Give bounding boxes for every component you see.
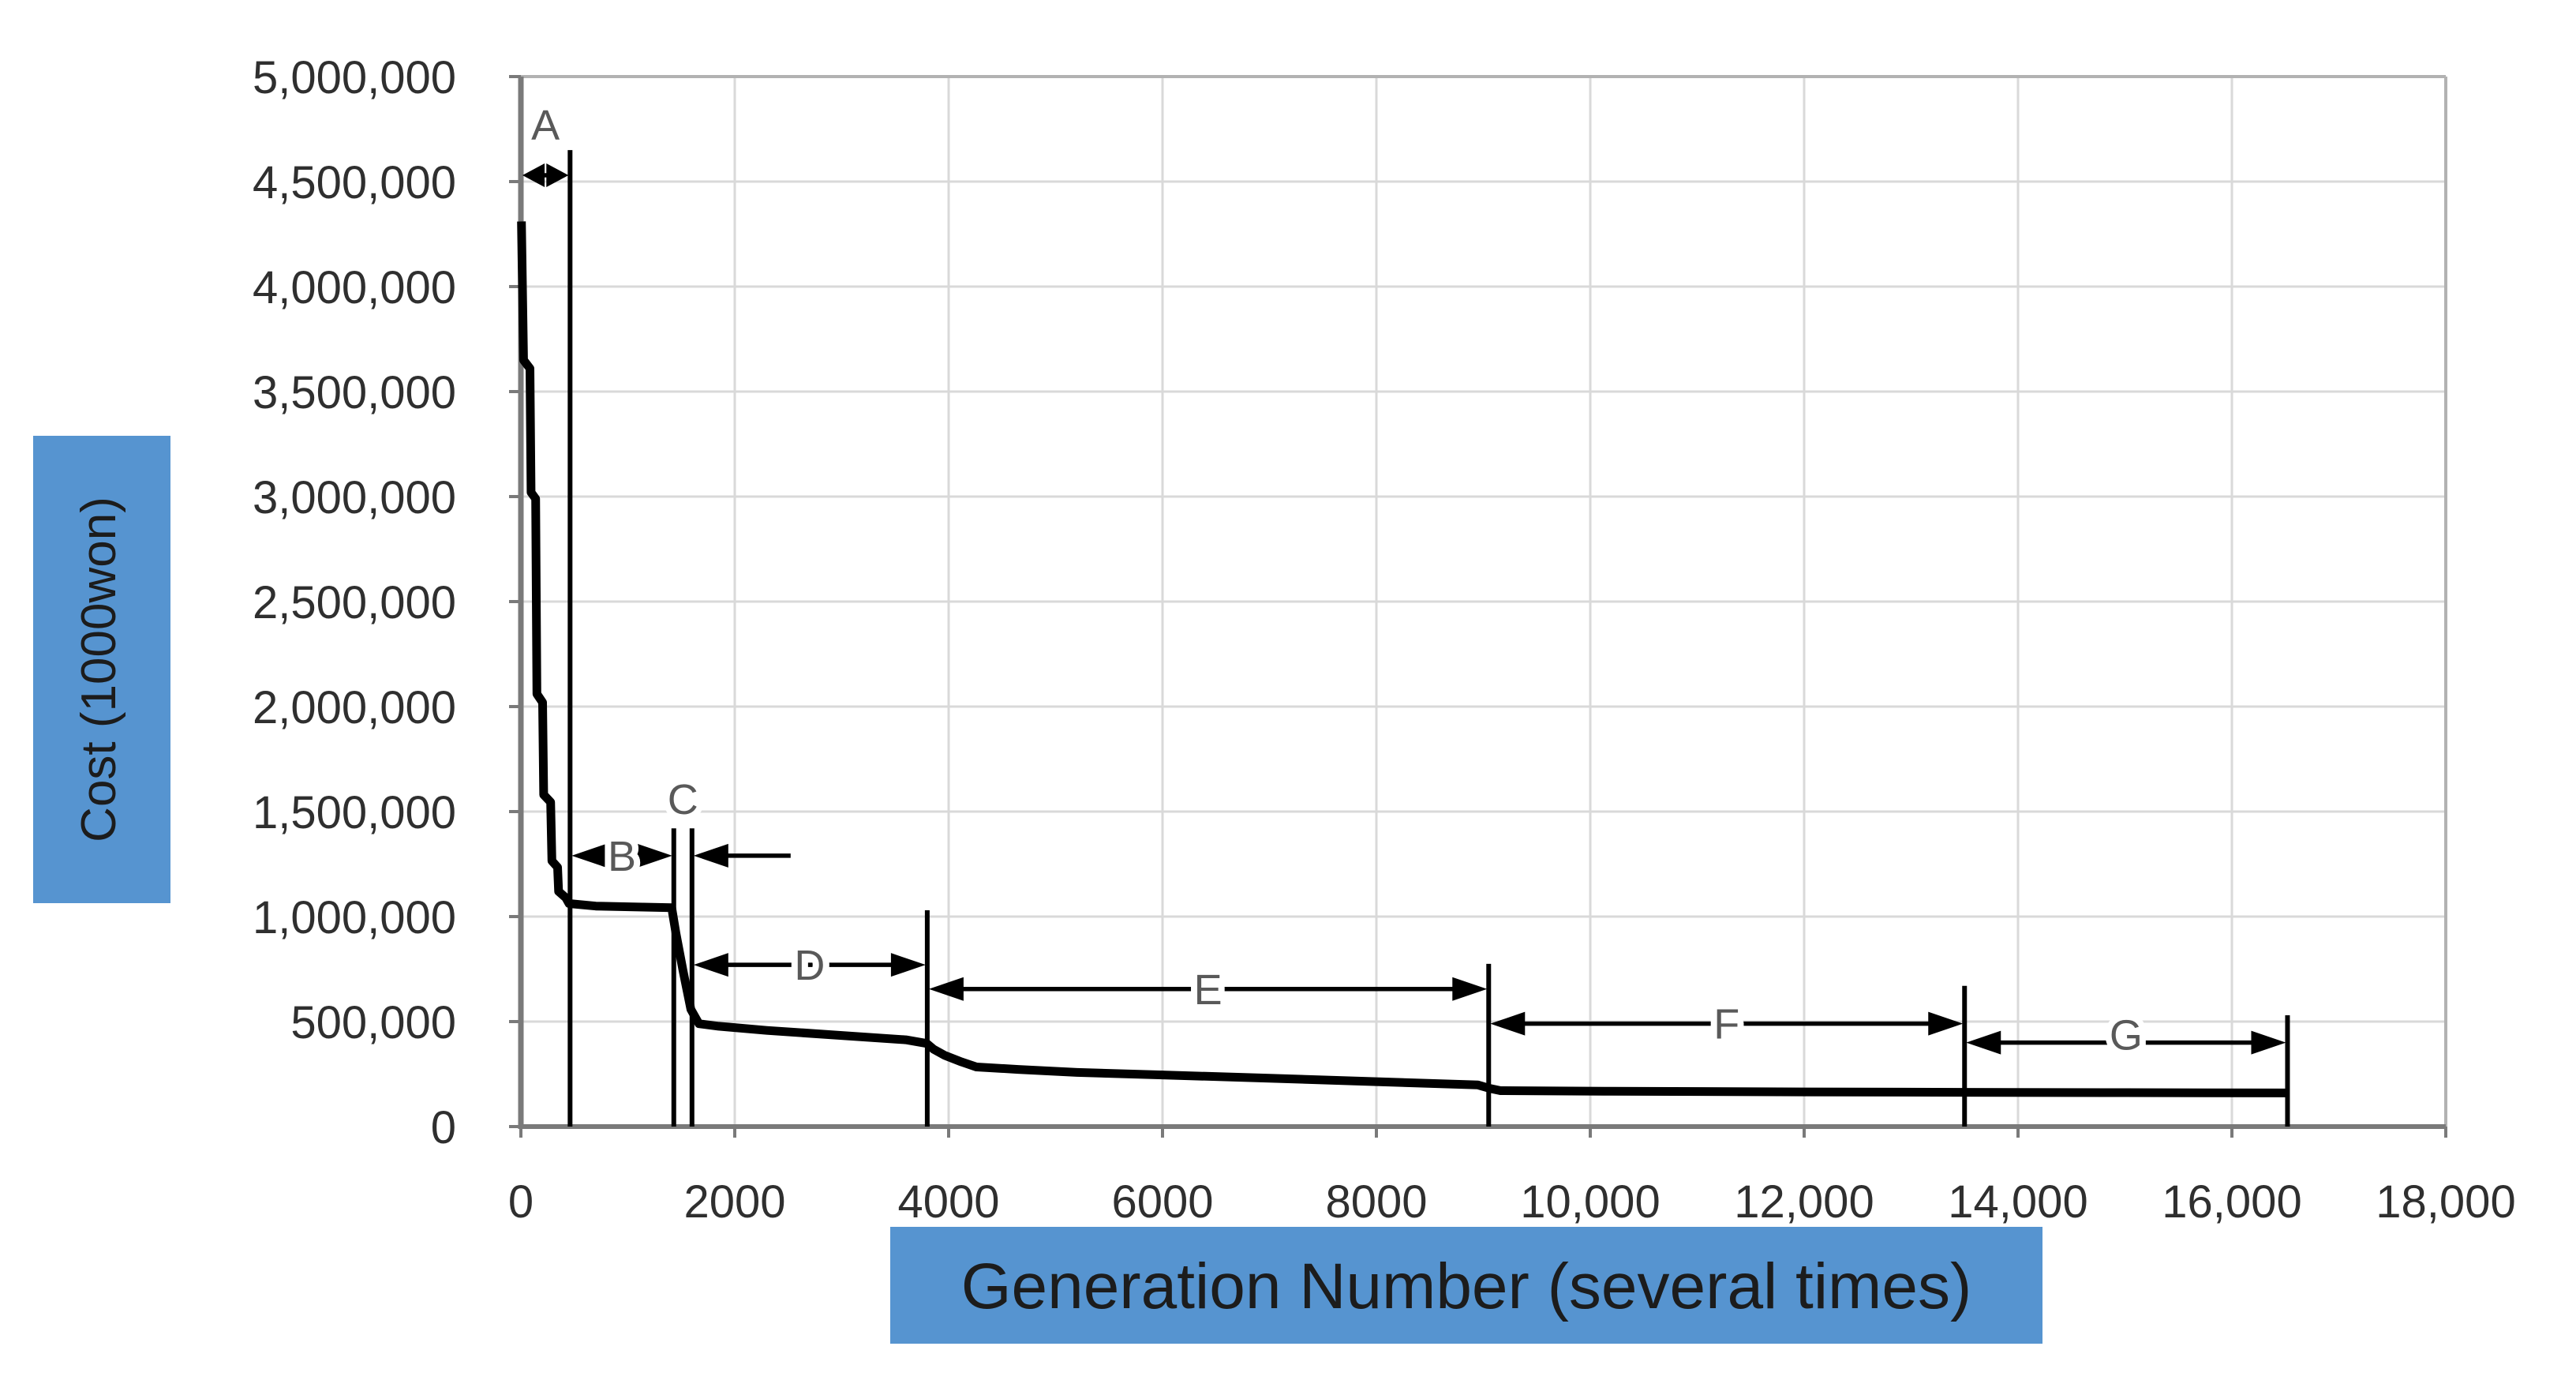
cost-curve	[517, 221, 2288, 1097]
x-tick-label: 18,000	[2376, 1176, 2515, 1228]
arrowhead-icon	[693, 843, 728, 868]
x-tick-label: 10,000	[1520, 1176, 1660, 1228]
region-label-C: C	[668, 776, 698, 823]
arrowhead-icon	[890, 953, 926, 977]
cost-convergence-curve	[517, 221, 2288, 1097]
y-tick-labels: 0 500,000 1,000,000 1,500,000 2,000,000 2,500…	[253, 52, 456, 1153]
arrowhead-icon	[1928, 1011, 1964, 1036]
x-axis-title-text: Generation Number (several times)	[961, 1251, 1972, 1322]
x-tick-label: 8000	[1325, 1176, 1427, 1228]
arrowhead-icon	[546, 163, 569, 188]
arrowhead-icon	[928, 977, 964, 1001]
y-tick-label: 3,500,000	[253, 367, 456, 418]
arrowhead-icon	[693, 953, 728, 977]
axis-tick-marks	[509, 75, 2447, 1138]
y-tick-label: 3,000,000	[253, 472, 456, 523]
arrowhead-icon	[2251, 1030, 2286, 1055]
y-tick-label: 1,000,000	[253, 892, 456, 943]
y-tick-label: 4,500,000	[253, 157, 456, 208]
arrowhead-icon	[522, 163, 545, 188]
region-label-G: G	[2110, 1012, 2143, 1059]
x-tick-label: 16,000	[2162, 1176, 2301, 1228]
y-axis-title-text: Cost (1000won)	[72, 497, 126, 842]
region-arrows	[522, 163, 2286, 1055]
region-label-F: F	[1713, 1001, 1739, 1048]
region-labels: A BC D E F G	[525, 96, 2149, 1066]
region-label-D: D	[794, 942, 825, 989]
x-tick-label: 6000	[1111, 1176, 1213, 1228]
arrowhead-icon	[1452, 977, 1488, 1001]
region-label-B: B	[608, 833, 636, 880]
y-tick-label: 2,000,000	[253, 682, 456, 733]
y-tick-label: 500,000	[290, 997, 456, 1048]
x-tick-labels: 0 2000 4000 6000 8000 10,000 12,000 14,000 16,00…	[508, 1176, 2516, 1228]
arrowhead-icon	[571, 843, 607, 868]
region-label-A: A	[531, 102, 560, 149]
x-tick-label: 2000	[683, 1176, 785, 1228]
x-tick-label: 12,000	[1734, 1176, 1874, 1228]
x-tick-label: 4000	[897, 1176, 999, 1228]
x-axis-title-highlight	[890, 1227, 2042, 1344]
y-tick-label: 1,500,000	[253, 787, 456, 838]
region-label-E: E	[1194, 966, 1222, 1014]
x-tick-label: 14,000	[1948, 1176, 2087, 1228]
x-tick-label: 0	[508, 1176, 534, 1228]
arrowhead-icon	[1490, 1011, 1526, 1036]
gridlines	[521, 77, 2446, 1127]
y-tick-label: 5,000,000	[253, 52, 456, 103]
y-tick-label: 4,000,000	[253, 262, 456, 313]
y-tick-label: 0	[431, 1102, 456, 1153]
arrowhead-icon	[1966, 1030, 2001, 1055]
x-axis-title: Generation Number (several times)	[890, 1227, 2042, 1344]
y-tick-label: 2,500,000	[253, 577, 456, 628]
y-axis-title-highlight	[33, 436, 170, 903]
arrowhead-icon	[637, 843, 672, 868]
y-axis-title: Cost (1000won)	[33, 436, 170, 903]
region-divider-lines	[567, 150, 2290, 1127]
